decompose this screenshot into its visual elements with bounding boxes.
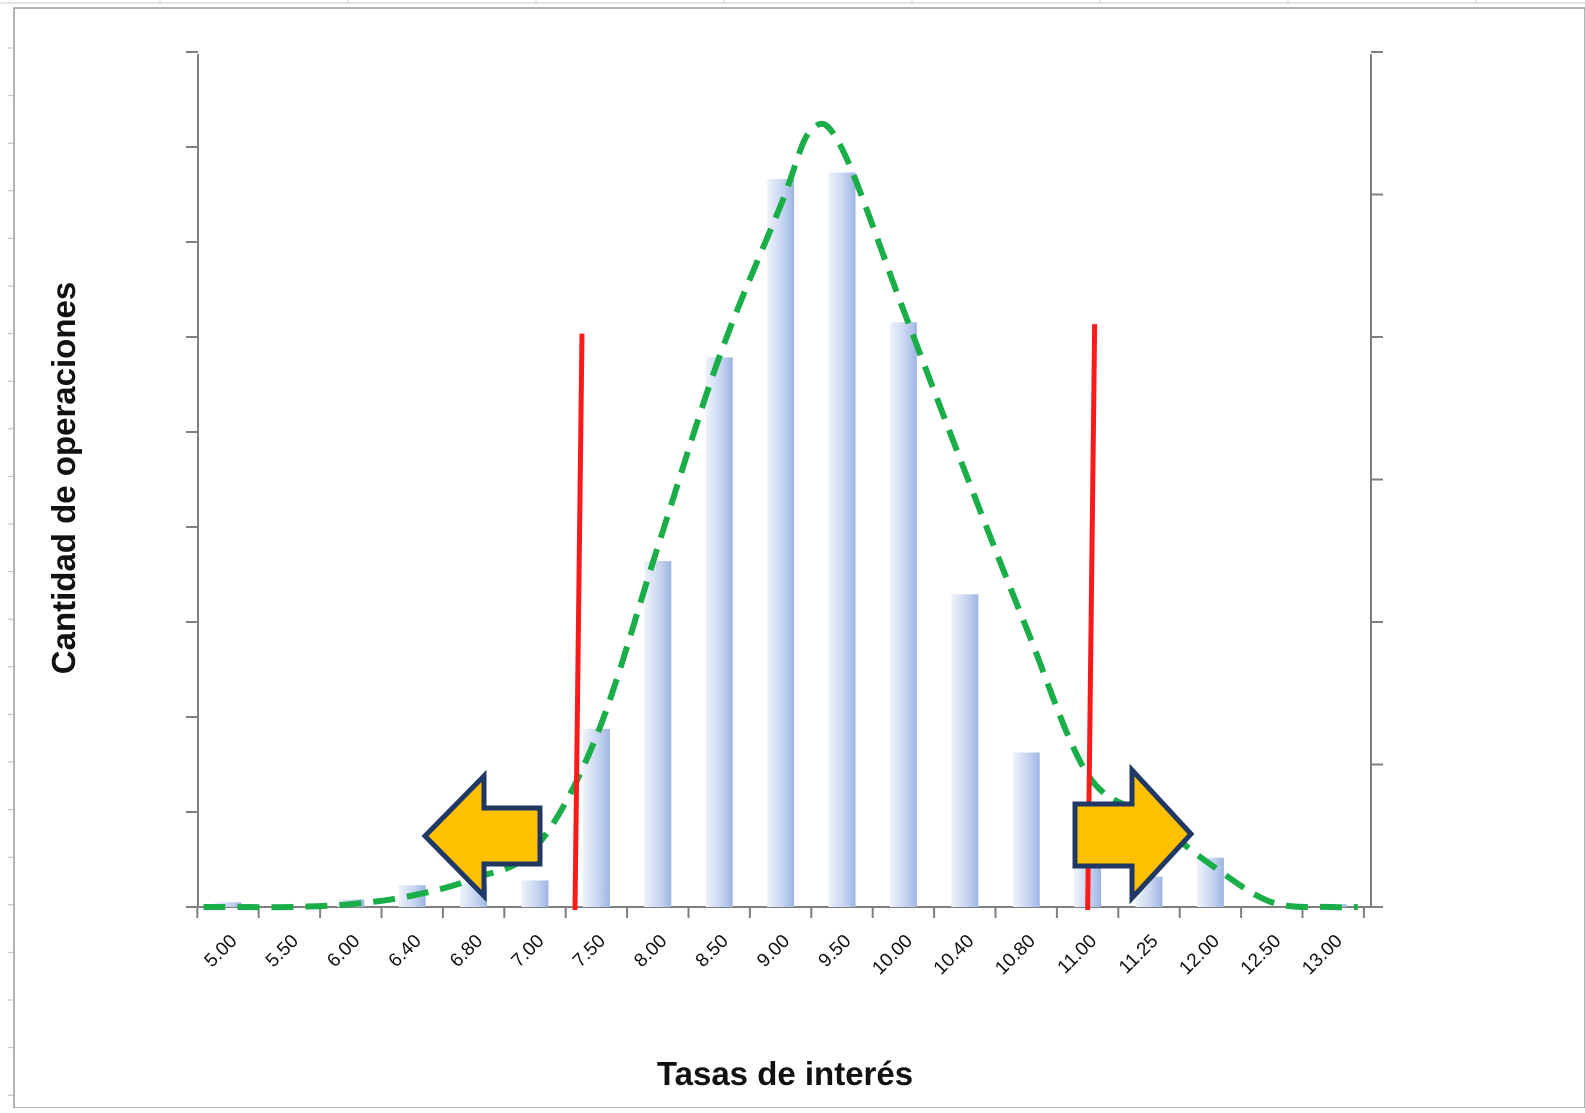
- left-arrow-icon: [421, 769, 543, 903]
- bar: [705, 357, 733, 907]
- bars: [214, 172, 1347, 908]
- sheet-row-ticks: [8, 47, 14, 1096]
- bar: [951, 594, 979, 907]
- y-axis-title: Cantidad de operaciones: [45, 282, 82, 674]
- right-axis-ticks: [1371, 51, 1383, 908]
- bar: [1012, 752, 1040, 907]
- threshold-line: [572, 333, 585, 911]
- x-axis-title: Tasas de interés: [657, 1055, 913, 1092]
- bar: [521, 880, 549, 907]
- direction-arrows: [421, 763, 1195, 905]
- bar: [214, 902, 242, 907]
- sheet-gridlines: [0, 0, 1585, 4]
- bar: [828, 172, 856, 907]
- bar: [644, 561, 672, 907]
- right-arrow-icon: [1072, 763, 1195, 905]
- bar: [889, 322, 917, 908]
- bar: [767, 179, 795, 907]
- left-axis-ticks: [186, 51, 198, 908]
- chart-area-border: [13, 7, 1585, 1109]
